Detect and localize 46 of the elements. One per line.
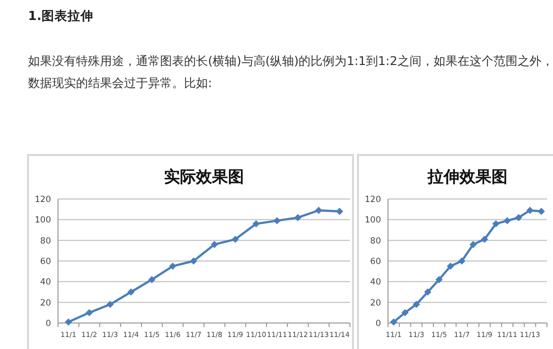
- point: [458, 257, 466, 265]
- text: 如果没有特殊用途，通常图表的长(横轴)与高(纵轴)的比例为1:1到1:2之间，如果在这个范围之外，数据现实的结果会过于异常。比如:: [28, 53, 553, 92]
- point: [190, 257, 198, 265]
- point: [106, 300, 114, 308]
- y-tick-label: 60: [40, 257, 51, 267]
- y-tick-label: 60: [370, 257, 381, 267]
- y-tick-label: 80: [40, 236, 51, 246]
- point: [515, 214, 522, 222]
- y-tick-label: 20: [40, 298, 51, 308]
- y-tick-label: 0: [46, 319, 51, 329]
- point: [169, 262, 176, 270]
- point: [538, 208, 545, 215]
- point: [232, 236, 239, 243]
- point: [436, 276, 443, 284]
- point: [412, 300, 420, 308]
- point: [401, 309, 409, 316]
- point: [480, 236, 488, 243]
- y-tick-label: 20: [370, 298, 381, 308]
- point: [390, 318, 398, 326]
- y-tick-label: 120: [364, 195, 381, 205]
- point: [252, 220, 260, 228]
- point: [315, 206, 322, 214]
- point: [526, 206, 534, 214]
- y-tick-label: 40: [40, 278, 51, 288]
- y-tick-label: 100: [364, 216, 381, 226]
- y-tick-label: 40: [370, 278, 381, 288]
- point: [492, 220, 500, 228]
- point: [273, 217, 281, 224]
- point: [470, 240, 477, 248]
- y-tick-label: 120: [34, 195, 51, 205]
- chart-title: 拉伸效果图: [426, 167, 508, 186]
- point: [148, 276, 156, 284]
- point: [127, 288, 135, 296]
- point: [424, 288, 432, 296]
- point: [64, 318, 72, 326]
- y-tick-label: 80: [370, 236, 381, 246]
- point: [504, 217, 511, 224]
- point: [86, 309, 93, 316]
- point: [446, 262, 454, 270]
- point: [294, 214, 302, 222]
- text: 1.图表拉伸: [28, 8, 94, 25]
- point: [210, 240, 218, 248]
- y-tick-label: 0: [376, 319, 381, 329]
- point: [336, 208, 344, 215]
- y-tick-label: 100: [34, 216, 51, 226]
- chart-title: 实际效果图: [164, 167, 244, 186]
